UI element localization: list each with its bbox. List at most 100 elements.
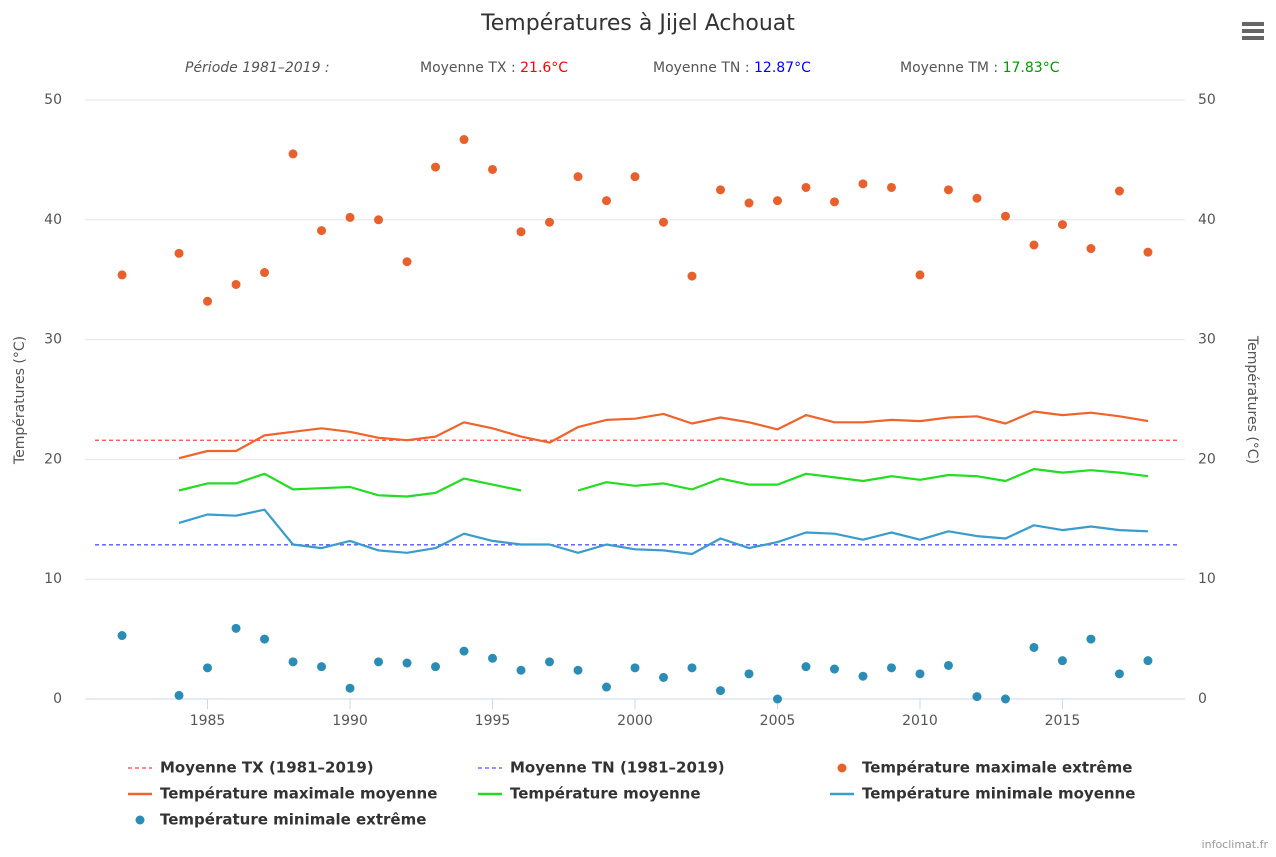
marker	[345, 212, 355, 222]
marker	[260, 634, 270, 644]
marker	[288, 657, 298, 667]
marker	[858, 179, 868, 189]
marker	[858, 671, 868, 681]
marker	[260, 268, 270, 278]
marker	[1057, 656, 1067, 666]
marker	[317, 662, 327, 672]
marker	[1086, 634, 1096, 644]
y2-tick-label: 40	[1198, 212, 1216, 228]
series-line	[178, 410, 1149, 460]
marker	[545, 217, 555, 227]
marker	[1114, 186, 1124, 196]
stat-value: 21.6°C	[520, 60, 568, 76]
marker	[829, 197, 839, 207]
marker	[374, 215, 384, 225]
x-tick-label: 2010	[902, 713, 938, 729]
legend-label: Température minimale moyenne	[862, 785, 1135, 803]
marker	[573, 172, 583, 182]
marker	[1000, 211, 1010, 221]
marker	[317, 226, 327, 236]
marker	[459, 135, 469, 145]
stat-label: Moyenne TX :	[420, 60, 516, 76]
stat: Moyenne TX : 21.6°C	[420, 60, 568, 76]
marker	[1143, 247, 1153, 257]
marker	[715, 686, 725, 696]
marker	[402, 658, 412, 668]
marker	[174, 248, 184, 258]
y-axis-label: Températures (°C)	[12, 336, 28, 465]
legend-symbol	[837, 763, 847, 773]
marker	[972, 692, 982, 702]
menu-bar[interactable]	[1242, 36, 1264, 40]
marker	[1057, 220, 1067, 230]
y2-tick-label: 10	[1198, 571, 1216, 587]
marker	[715, 185, 725, 195]
y-tick-label: 50	[44, 92, 62, 108]
x-tick-label: 2005	[760, 713, 796, 729]
marker	[886, 663, 896, 673]
legend-label: Température maximale moyenne	[160, 785, 437, 803]
marker	[687, 663, 697, 673]
y-tick-label: 40	[44, 212, 62, 228]
series-line	[178, 508, 1149, 556]
x-tick-label: 1985	[190, 713, 226, 729]
marker	[972, 193, 982, 203]
marker	[658, 217, 668, 227]
legend-symbol	[135, 815, 145, 825]
legend-label: Moyenne TN (1981–2019)	[510, 759, 725, 777]
marker	[431, 662, 441, 672]
marker	[231, 279, 241, 289]
stat-label: Moyenne TN :	[653, 60, 750, 76]
marker	[772, 196, 782, 206]
credit: infoclimat.fr	[1202, 838, 1269, 851]
marker	[801, 662, 811, 672]
stat: Moyenne TN : 12.87°C	[653, 60, 811, 76]
stat: Moyenne TM : 17.83°C	[900, 60, 1060, 76]
series-line	[178, 467, 1149, 498]
marker	[772, 694, 782, 704]
marker	[203, 296, 213, 306]
marker	[488, 653, 498, 663]
marker	[516, 227, 526, 237]
legend-label: Température maximale extrême	[862, 759, 1132, 777]
marker	[602, 196, 612, 206]
y2-tick-label: 20	[1198, 451, 1216, 467]
marker	[288, 149, 298, 159]
y-tick-label: 0	[53, 691, 62, 707]
y-tick-label: 20	[44, 451, 62, 467]
marker	[545, 657, 555, 667]
menu-button[interactable]	[1242, 22, 1264, 40]
marker	[345, 683, 355, 693]
marker	[943, 660, 953, 670]
marker	[829, 664, 839, 674]
x-tick-label: 1990	[332, 713, 368, 729]
legend-label: Température moyenne	[510, 785, 701, 803]
menu-bar[interactable]	[1242, 22, 1264, 26]
x-tick-label: 2000	[617, 713, 653, 729]
marker	[117, 631, 127, 641]
legend-label: Température minimale extrême	[160, 811, 426, 829]
stat-label: Moyenne TM :	[900, 60, 998, 76]
marker	[1029, 642, 1039, 652]
marker	[431, 162, 441, 172]
marker	[1114, 669, 1124, 679]
stat-value: 17.83°C	[1003, 60, 1060, 76]
y2-axis-label: Températures (°C)	[1244, 335, 1260, 464]
period: Période 1981–2019 :	[185, 60, 330, 76]
marker	[203, 663, 213, 673]
marker	[801, 182, 811, 192]
marker	[630, 172, 640, 182]
marker	[231, 623, 241, 633]
marker	[943, 185, 953, 195]
legend-label: Moyenne TX (1981–2019)	[160, 759, 374, 777]
marker	[744, 669, 754, 679]
x-tick-label: 2015	[1045, 713, 1081, 729]
marker	[117, 270, 127, 280]
menu-bar[interactable]	[1242, 29, 1264, 33]
y2-tick-label: 30	[1198, 332, 1216, 348]
marker	[1029, 240, 1039, 250]
marker	[1086, 244, 1096, 254]
marker	[886, 182, 896, 192]
y2-tick-label: 50	[1198, 92, 1216, 108]
